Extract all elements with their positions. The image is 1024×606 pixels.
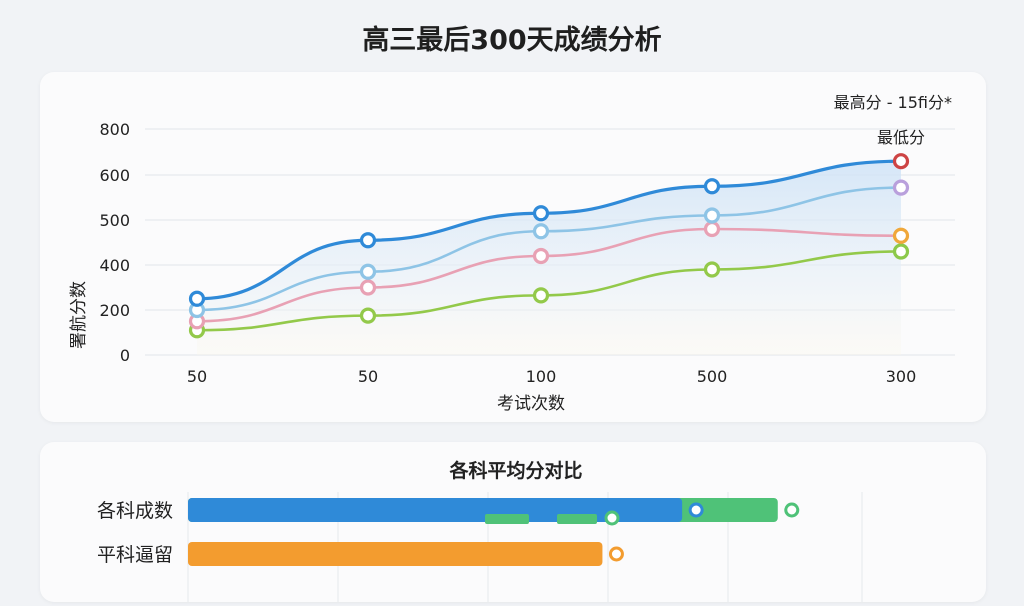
x-tick-label: 500: [697, 367, 728, 386]
data-point: [703, 207, 721, 224]
x-tick-label: 100: [526, 367, 557, 386]
data-point: [359, 307, 377, 324]
x-tick-label: 50: [358, 367, 378, 386]
bar-segment: [557, 514, 597, 524]
x-tick-label: 50: [187, 367, 207, 386]
data-point: [532, 247, 550, 265]
data-point: [892, 179, 910, 196]
x-axis-label: 考试次数: [497, 394, 565, 414]
data-point: [892, 227, 910, 244]
bar-chart-card: 各科平均分对比 各科成数平科逼留: [40, 442, 986, 602]
data-point: [532, 205, 550, 222]
bar-end-marker: [608, 546, 624, 562]
data-point: [532, 223, 550, 240]
bar-end-marker: [784, 502, 800, 518]
bar-segment: [485, 514, 529, 524]
data-point: [359, 279, 377, 296]
y-tick-label: 800: [99, 120, 130, 139]
line-chart: 最高分 - 15fi分* 最低分 署航分数 考试次数 0 200 400 500 600…: [69, 93, 955, 414]
bar-chart-title: 各科平均分对比: [448, 459, 582, 482]
bar: [188, 542, 603, 566]
page-title: 高三最后300天成绩分析: [362, 25, 662, 56]
bar-end-marker: [604, 510, 620, 526]
y-tick-label: 400: [99, 256, 130, 275]
legend-label-min: 最低分: [877, 128, 925, 147]
data-point: [359, 263, 377, 280]
data-point: [703, 220, 721, 238]
y-tick-label: 600: [99, 166, 130, 185]
data-point: [703, 178, 721, 195]
bar-category-label: 各科成数: [97, 500, 173, 522]
x-tick-label: 300: [886, 367, 917, 386]
y-axis-label: 署航分数: [69, 281, 89, 349]
bar-end-marker: [688, 502, 704, 518]
y-tick-label: 0: [120, 346, 130, 365]
line-chart-card: 最高分 - 15fi分* 最低分 署航分数 考试次数 0 200 400 500 600…: [40, 72, 986, 422]
data-point: [359, 232, 377, 249]
y-tick-label: 200: [99, 301, 130, 320]
legend-label-max: 最高分 - 15fi分*: [834, 93, 952, 112]
y-tick-label: 500: [99, 211, 130, 230]
data-point: [892, 243, 910, 260]
data-point: [892, 153, 910, 170]
data-point: [532, 287, 550, 304]
data-point: [703, 261, 721, 278]
bar-category-label: 平科逼留: [97, 544, 173, 566]
data-point: [188, 290, 206, 307]
area-fill: [197, 161, 901, 355]
